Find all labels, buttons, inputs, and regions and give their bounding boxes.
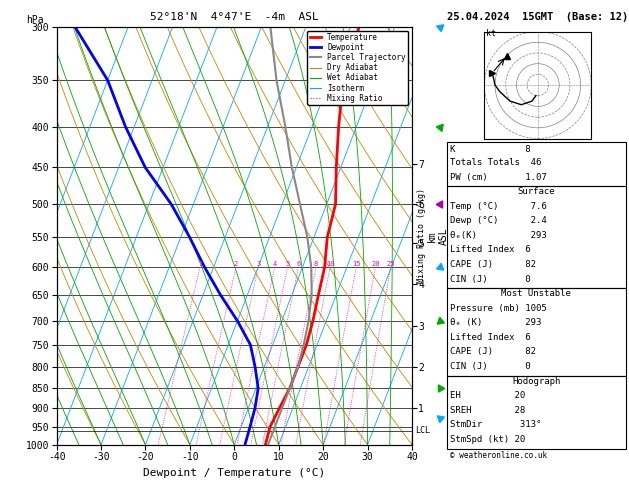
- Text: StmSpd (kt) 20: StmSpd (kt) 20: [450, 435, 525, 444]
- Text: CAPE (J)      82: CAPE (J) 82: [450, 347, 536, 357]
- Legend: Temperature, Dewpoint, Parcel Trajectory, Dry Adiabat, Wet Adiabat, Isotherm, Mi: Temperature, Dewpoint, Parcel Trajectory…: [308, 31, 408, 105]
- Text: 52°18'N  4°47'E  -4m  ASL: 52°18'N 4°47'E -4m ASL: [150, 12, 319, 22]
- Text: Lifted Index  6: Lifted Index 6: [450, 245, 530, 255]
- Text: Lifted Index  6: Lifted Index 6: [450, 333, 530, 342]
- Text: hPa: hPa: [26, 15, 44, 25]
- Y-axis label: km
ASL: km ASL: [427, 227, 448, 244]
- Text: 2: 2: [234, 261, 238, 267]
- Text: PW (cm)       1.07: PW (cm) 1.07: [450, 173, 547, 182]
- Text: 6: 6: [296, 261, 301, 267]
- Text: Mixing Ratio (g/kg): Mixing Ratio (g/kg): [417, 188, 426, 283]
- Text: 25.04.2024  15GMT  (Base: 12): 25.04.2024 15GMT (Base: 12): [447, 12, 628, 22]
- Text: θₑ (K)        293: θₑ (K) 293: [450, 318, 541, 328]
- Text: 8: 8: [314, 261, 318, 267]
- Text: 25: 25: [386, 261, 395, 267]
- Text: Surface: Surface: [518, 187, 555, 196]
- Text: © weatheronline.co.uk: © weatheronline.co.uk: [450, 451, 547, 460]
- Text: 3: 3: [256, 261, 260, 267]
- Text: SREH        28: SREH 28: [450, 406, 525, 415]
- Text: Hodograph: Hodograph: [512, 377, 560, 386]
- Text: 15: 15: [352, 261, 360, 267]
- Text: CIN (J)       0: CIN (J) 0: [450, 275, 530, 284]
- Text: EH          20: EH 20: [450, 391, 525, 400]
- Text: K             8: K 8: [450, 145, 530, 154]
- Text: 4: 4: [272, 261, 277, 267]
- Text: Pressure (mb) 1005: Pressure (mb) 1005: [450, 304, 547, 313]
- Text: LCL: LCL: [416, 426, 430, 435]
- Text: CAPE (J)      82: CAPE (J) 82: [450, 260, 536, 269]
- Text: kt: kt: [486, 29, 496, 38]
- Text: 5: 5: [286, 261, 290, 267]
- Text: 1: 1: [198, 261, 202, 267]
- Text: Most Unstable: Most Unstable: [501, 289, 571, 298]
- Text: 10: 10: [326, 261, 334, 267]
- Text: Temp (°C)      7.6: Temp (°C) 7.6: [450, 202, 547, 211]
- Text: StmDir       313°: StmDir 313°: [450, 420, 541, 430]
- Text: θₑ(K)          293: θₑ(K) 293: [450, 231, 547, 240]
- Text: CIN (J)       0: CIN (J) 0: [450, 362, 530, 371]
- Text: Totals Totals  46: Totals Totals 46: [450, 158, 541, 167]
- Text: 20: 20: [371, 261, 380, 267]
- X-axis label: Dewpoint / Temperature (°C): Dewpoint / Temperature (°C): [143, 468, 325, 478]
- Text: Dewp (°C)      2.4: Dewp (°C) 2.4: [450, 216, 547, 226]
